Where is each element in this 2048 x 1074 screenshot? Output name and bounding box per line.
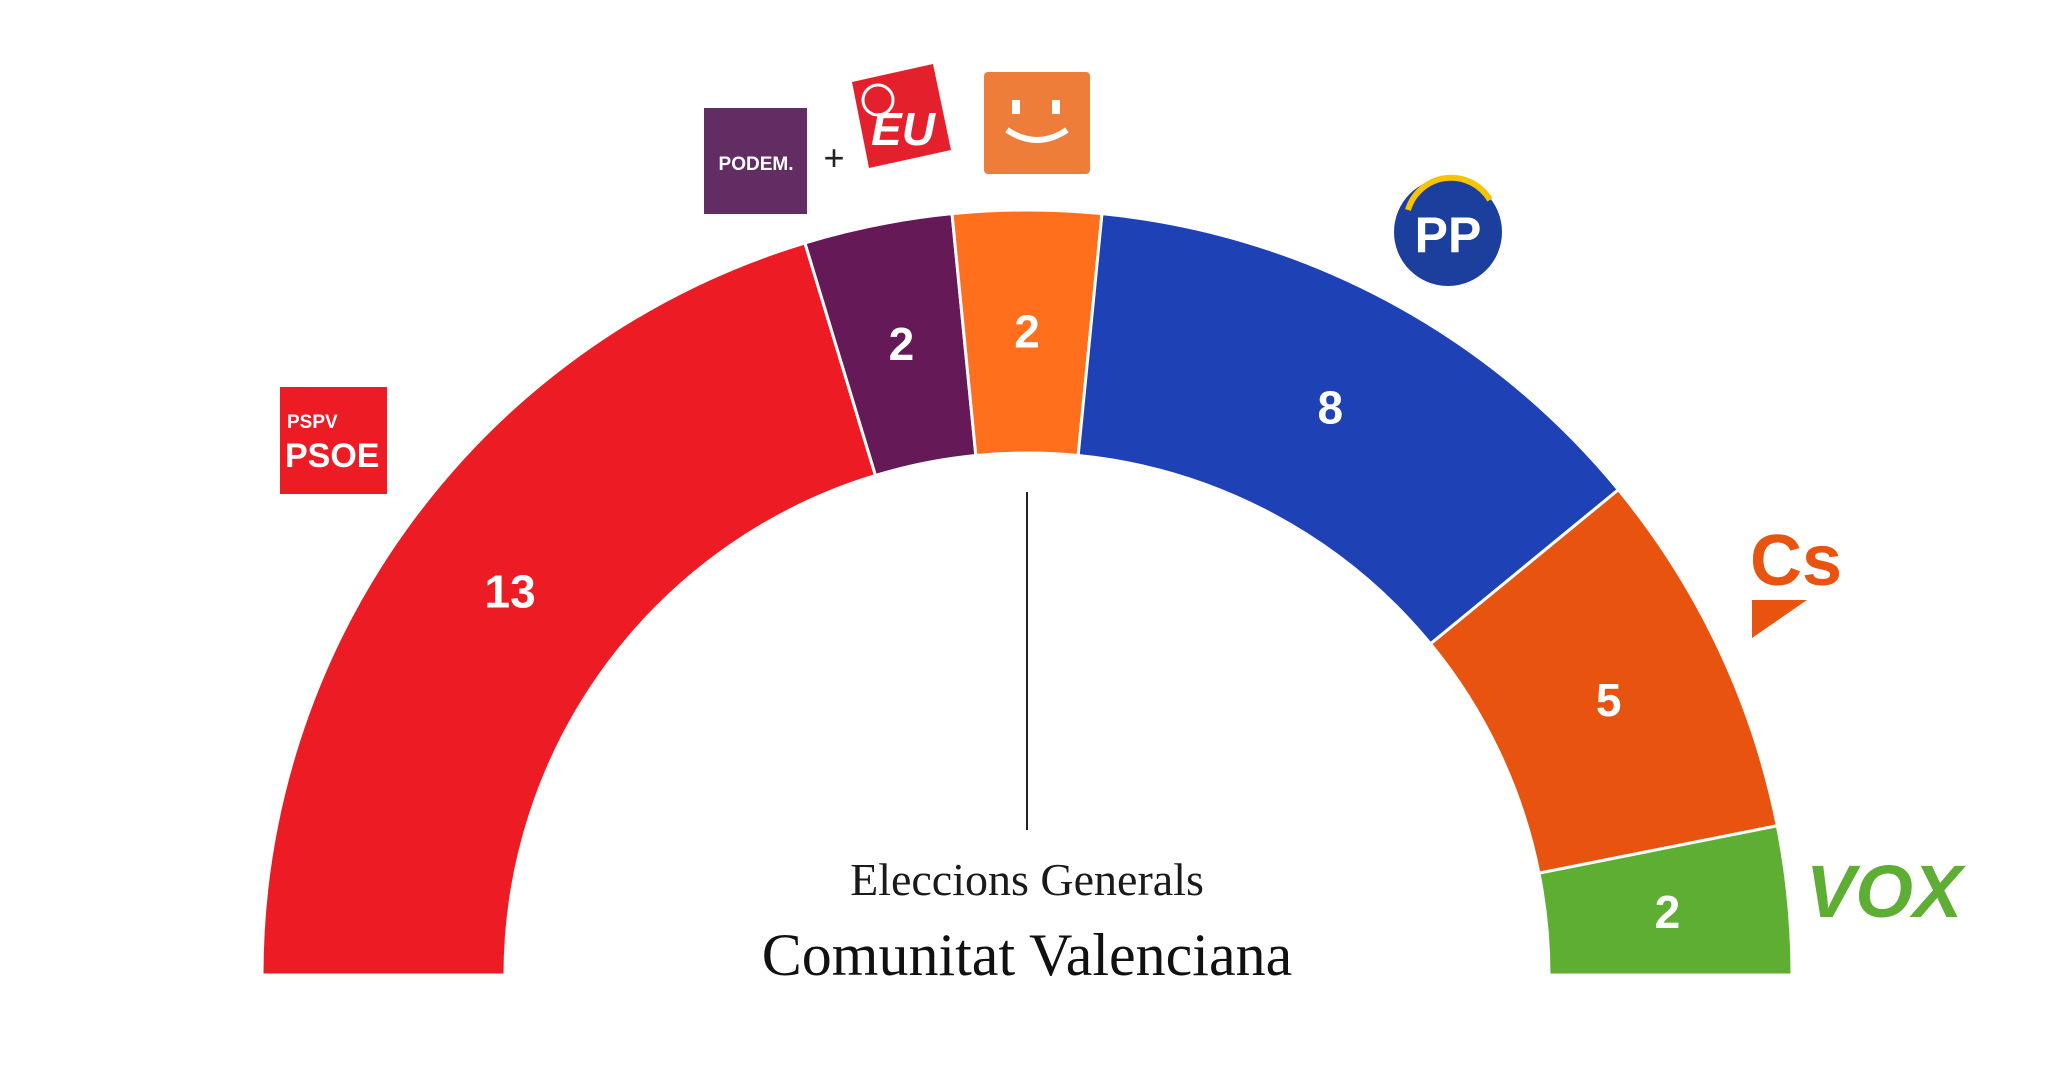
seat-count-label: 5 <box>1596 674 1622 726</box>
seat-labels: 13 2 2 8 5 2 <box>485 306 1681 938</box>
podem-logo: PODEM. <box>704 108 807 214</box>
segment-pp <box>1076 212 1621 646</box>
segment-pspv-psoe <box>260 241 878 977</box>
segment-vox <box>1537 823 1794 977</box>
seat-count-label: 2 <box>1655 886 1681 938</box>
compromis-logo <box>984 72 1090 174</box>
seat-count-label: 13 <box>485 566 536 618</box>
pp-logo-text: PP <box>1415 207 1482 263</box>
plus-sign: + <box>823 137 844 178</box>
seat-count-label: 8 <box>1318 381 1344 433</box>
cs-logo: Cs <box>1750 521 1842 638</box>
eu-logo: EU <box>852 64 951 168</box>
eu-logo-text: EU <box>871 103 937 155</box>
chart-subtitle: Comunitat Valenciana <box>762 922 1292 988</box>
psoe-logo-text: PSOE <box>285 437 379 475</box>
vox-logo-text: VOX <box>1806 850 1967 933</box>
chart-title: Eleccions Generals <box>850 854 1204 905</box>
pspv-logo-text: PSPV <box>287 412 338 433</box>
pspv-psoe-logo: PSPV PSOE <box>280 387 387 494</box>
vox-logo: VOX <box>1806 850 1967 933</box>
seat-segments <box>260 208 1794 977</box>
cs-logo-text: Cs <box>1750 521 1842 601</box>
podem-logo-text: PODEM. <box>719 154 794 175</box>
seat-count-label: 2 <box>1014 306 1040 358</box>
seat-count-label: 2 <box>889 318 915 370</box>
pp-logo: PP <box>1394 174 1502 286</box>
